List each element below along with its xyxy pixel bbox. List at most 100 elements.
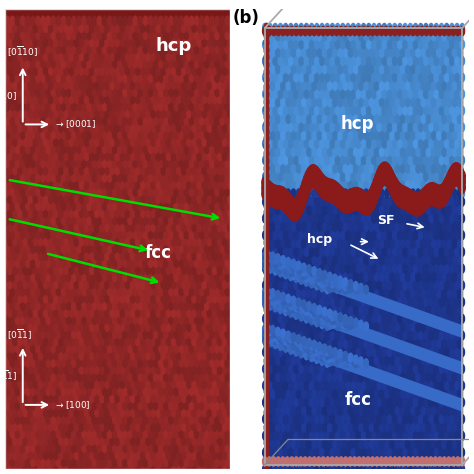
Circle shape — [212, 165, 217, 175]
Circle shape — [164, 130, 168, 139]
Circle shape — [455, 331, 459, 340]
Circle shape — [387, 197, 392, 206]
Circle shape — [380, 181, 384, 190]
Circle shape — [220, 230, 225, 239]
Circle shape — [390, 390, 394, 399]
Circle shape — [46, 301, 51, 310]
Circle shape — [154, 429, 158, 438]
Circle shape — [189, 429, 194, 438]
Circle shape — [446, 184, 452, 196]
Circle shape — [64, 436, 68, 446]
Circle shape — [36, 344, 40, 353]
Circle shape — [108, 457, 112, 467]
Circle shape — [384, 175, 391, 187]
Circle shape — [141, 436, 145, 446]
Circle shape — [338, 206, 342, 215]
Circle shape — [205, 287, 209, 296]
Circle shape — [312, 181, 317, 190]
Circle shape — [262, 188, 268, 200]
Circle shape — [97, 258, 101, 267]
Circle shape — [364, 423, 368, 432]
Circle shape — [161, 94, 165, 104]
Circle shape — [210, 401, 214, 410]
Circle shape — [28, 80, 33, 90]
Circle shape — [336, 197, 340, 206]
Circle shape — [268, 90, 272, 99]
Circle shape — [395, 306, 400, 315]
Circle shape — [169, 429, 173, 438]
Circle shape — [404, 199, 410, 211]
Circle shape — [182, 194, 186, 203]
Circle shape — [51, 187, 55, 196]
Circle shape — [401, 273, 405, 282]
Circle shape — [429, 465, 433, 474]
Circle shape — [164, 273, 168, 282]
Circle shape — [205, 415, 209, 424]
Circle shape — [74, 80, 79, 90]
Circle shape — [44, 393, 48, 403]
Circle shape — [174, 273, 178, 282]
Circle shape — [382, 415, 387, 424]
Circle shape — [350, 200, 356, 211]
Circle shape — [51, 130, 55, 139]
Circle shape — [325, 23, 329, 32]
Circle shape — [296, 189, 301, 198]
Circle shape — [275, 356, 280, 365]
Circle shape — [447, 239, 452, 248]
Circle shape — [84, 408, 89, 417]
Circle shape — [343, 256, 347, 264]
Circle shape — [340, 200, 346, 211]
Circle shape — [385, 256, 389, 264]
Circle shape — [84, 109, 89, 118]
Circle shape — [315, 197, 319, 206]
Circle shape — [406, 457, 411, 466]
Circle shape — [281, 339, 285, 348]
Circle shape — [84, 237, 89, 246]
Circle shape — [228, 223, 232, 232]
Circle shape — [392, 381, 397, 390]
Circle shape — [455, 173, 459, 181]
Circle shape — [350, 194, 356, 206]
Circle shape — [384, 164, 391, 176]
Circle shape — [33, 351, 38, 360]
Circle shape — [148, 87, 153, 97]
Circle shape — [69, 450, 73, 460]
Circle shape — [281, 406, 285, 415]
Circle shape — [348, 289, 353, 298]
Circle shape — [328, 354, 332, 362]
Circle shape — [268, 56, 272, 65]
Circle shape — [179, 457, 183, 467]
Circle shape — [143, 16, 148, 25]
Circle shape — [151, 80, 155, 90]
Circle shape — [401, 239, 405, 248]
Circle shape — [449, 172, 456, 183]
Circle shape — [105, 66, 109, 75]
Circle shape — [387, 90, 392, 99]
Circle shape — [360, 191, 366, 202]
Circle shape — [450, 23, 454, 32]
Circle shape — [283, 106, 288, 115]
Circle shape — [115, 194, 119, 203]
Circle shape — [369, 115, 374, 123]
Text: $[0\overline{1}1]$: $[0\overline{1}1]$ — [7, 327, 32, 340]
Circle shape — [439, 381, 444, 390]
Circle shape — [112, 230, 117, 239]
Circle shape — [151, 109, 155, 118]
Circle shape — [38, 123, 43, 132]
Circle shape — [340, 56, 345, 65]
Circle shape — [339, 27, 344, 36]
Circle shape — [90, 180, 94, 189]
Circle shape — [291, 340, 296, 349]
Circle shape — [410, 27, 415, 36]
Circle shape — [312, 390, 317, 399]
Circle shape — [403, 281, 407, 290]
Circle shape — [159, 329, 163, 338]
Circle shape — [56, 158, 61, 168]
Circle shape — [18, 436, 22, 446]
Circle shape — [200, 173, 204, 182]
Circle shape — [301, 273, 306, 282]
Circle shape — [406, 194, 412, 207]
Circle shape — [333, 115, 337, 123]
Circle shape — [333, 206, 337, 215]
Circle shape — [268, 334, 272, 343]
